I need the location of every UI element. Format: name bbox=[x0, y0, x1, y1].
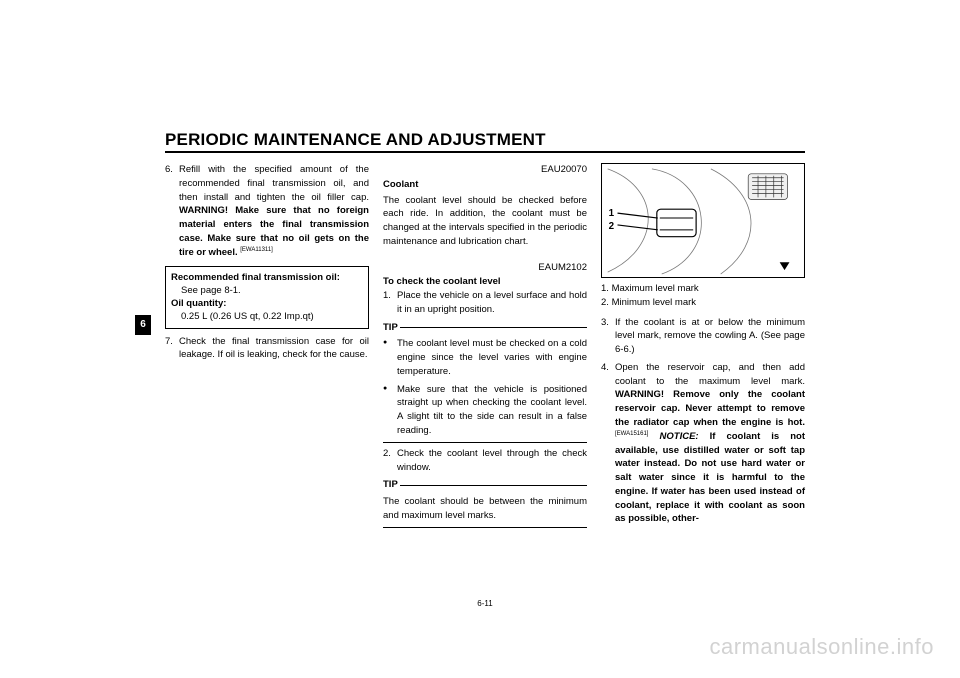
step4-text: Open the reservoir cap, and then add coo… bbox=[615, 362, 805, 387]
page: 6 PERIODIC MAINTENANCE AND ADJUSTMENT Re… bbox=[165, 130, 805, 610]
box-line3: Oil quantity: bbox=[171, 297, 363, 310]
caption-2: Minimum level mark bbox=[601, 296, 805, 310]
box-line4: 0.25 L (0.26 US qt, 0.22 Imp.qt) bbox=[171, 310, 363, 323]
step-3: If the coolant is at or below the minimu… bbox=[615, 316, 805, 357]
figure-caption: Maximum level mark Minimum level mark bbox=[601, 282, 805, 310]
tip1-line bbox=[400, 327, 587, 328]
box-line1: Recommended final transmission oil: bbox=[171, 271, 363, 284]
step4-notice: If coolant is not available, use distill… bbox=[615, 431, 805, 525]
figure-leader-1: 1 bbox=[609, 208, 615, 219]
column-2: EAU20070 Coolant The coolant level shoul… bbox=[383, 163, 587, 532]
columns: Refill with the specified amount of the … bbox=[165, 163, 805, 532]
column-1: Refill with the specified amount of the … bbox=[165, 163, 369, 532]
step-6: Refill with the specified amount of the … bbox=[179, 163, 369, 260]
tip1-label: TIP bbox=[383, 321, 398, 335]
page-title: PERIODIC MAINTENANCE AND ADJUSTMENT bbox=[165, 130, 805, 153]
page-number: 6-11 bbox=[165, 599, 805, 608]
step-4: Open the reservoir cap, and then add coo… bbox=[615, 361, 805, 526]
tip1-b: Make sure that the vehicle is positioned… bbox=[397, 383, 587, 438]
figure-leader-2: 2 bbox=[609, 221, 615, 232]
check-coolant-head: To check the coolant level bbox=[383, 275, 587, 289]
step4-code: [EWA15161] bbox=[615, 431, 648, 437]
tip2-label: TIP bbox=[383, 478, 398, 492]
step6-code: [EWA11311] bbox=[240, 247, 273, 253]
code-eau20070: EAU20070 bbox=[383, 163, 587, 177]
chapter-tab: 6 bbox=[135, 315, 151, 335]
coolant-head: Coolant bbox=[383, 178, 587, 192]
tip2-line bbox=[400, 485, 587, 486]
check-step-1: Place the vehicle on a level surface and… bbox=[397, 289, 587, 317]
tip2-end-rule bbox=[383, 527, 587, 528]
tip1-end-rule bbox=[383, 442, 587, 443]
figure-svg: 1 2 bbox=[602, 164, 804, 277]
tip1-row: TIP bbox=[383, 321, 587, 335]
check-step-2: Check the coolant level through the chec… bbox=[397, 447, 587, 475]
step6-text: Refill with the specified amount of the … bbox=[179, 164, 369, 203]
column-3: 1 2 Maximum level mark Minimum level mar… bbox=[601, 163, 805, 532]
step4-notice-label: NOTICE: bbox=[660, 431, 699, 442]
tip2-row: TIP bbox=[383, 478, 587, 492]
caption-1: Maximum level mark bbox=[601, 282, 805, 296]
step6-warning: WARNING! Make sure that no foreign mater… bbox=[179, 205, 369, 257]
watermark: carmanualsonline.info bbox=[709, 634, 934, 660]
step-7: Check the final transmission case for oi… bbox=[179, 335, 369, 363]
coolant-intro: The coolant level should be checked befo… bbox=[383, 194, 587, 249]
tip2-text: The coolant should be between the minimu… bbox=[383, 495, 587, 523]
step4-warning: WARNING! Remove only the coolant reservo… bbox=[615, 389, 805, 428]
spec-box: Recommended final transmission oil: See … bbox=[165, 266, 369, 329]
box-line2: See page 8-1. bbox=[171, 284, 363, 297]
spacer bbox=[383, 249, 587, 261]
coolant-figure: 1 2 bbox=[601, 163, 805, 278]
code-eaum2102: EAUM2102 bbox=[383, 261, 587, 275]
tip1-a: The coolant level must be checked on a c… bbox=[397, 337, 587, 378]
